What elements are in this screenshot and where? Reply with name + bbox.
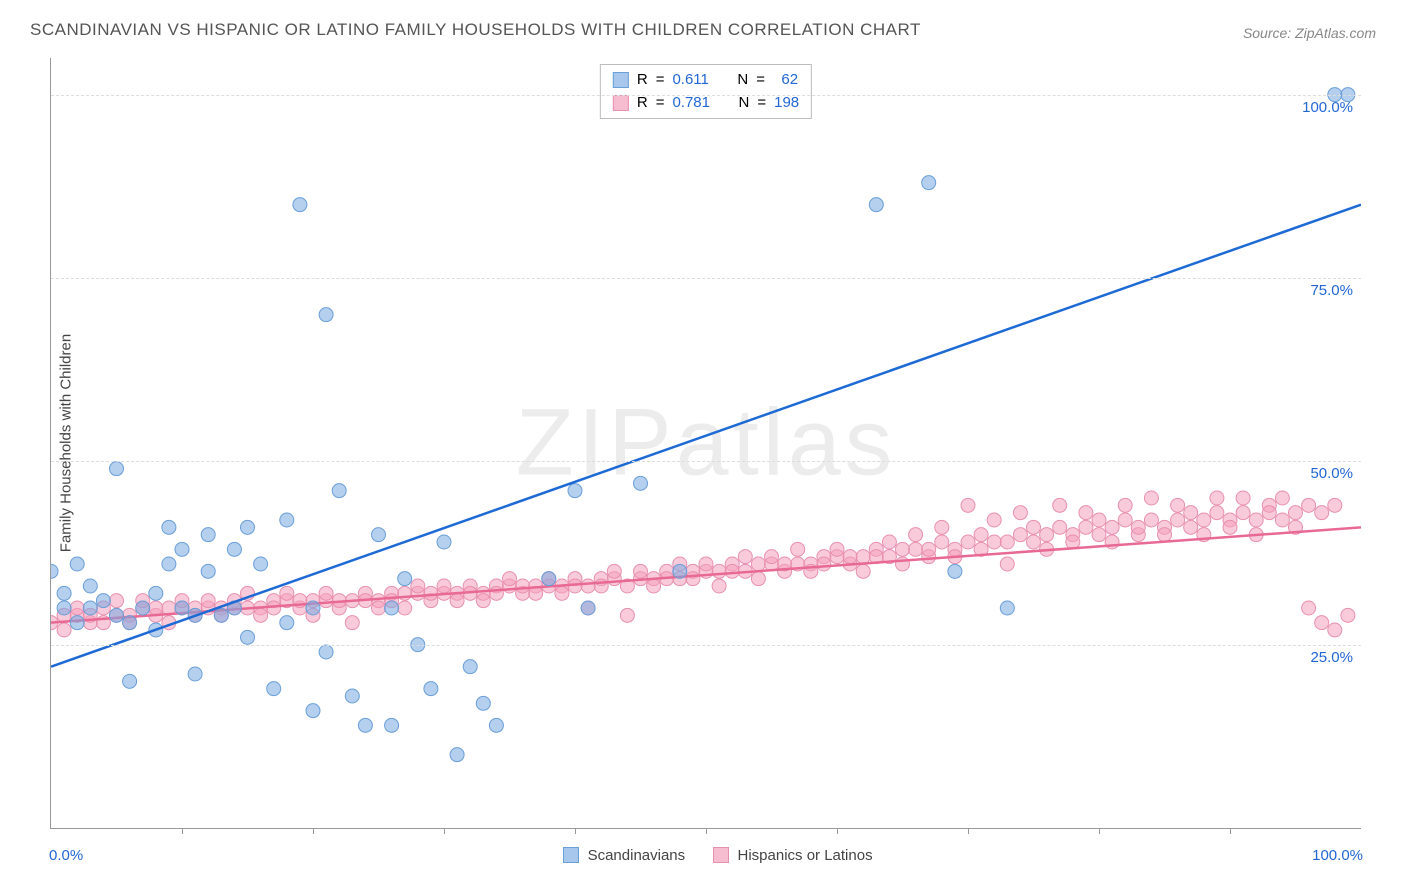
swatch-hispanics [613,95,629,111]
gridline-h [51,645,1361,646]
x-tick [182,828,183,834]
x-tick [706,828,707,834]
legend-swatch-scand [563,847,579,863]
stats-legend-box: R = 0.611 N = 62 R = 0.781 N = 198 [600,64,812,119]
r-value-scand: 0.611 [672,69,708,92]
x-tick [444,828,445,834]
equals: = [656,69,665,92]
n-value-scand: 62 [773,69,798,92]
equals: = [756,69,765,92]
gridline-h [51,95,1361,96]
legend-swatch-hisp [713,847,729,863]
stats-row-scand: R = 0.611 N = 62 [613,69,799,92]
n-label: N [737,69,748,92]
x-tick [1099,828,1100,834]
legend-bottom: Scandinavians Hispanics or Latinos [51,847,1361,864]
source-label: Source: ZipAtlas.com [1243,25,1376,41]
gridline-h [51,278,1361,279]
x-tick [313,828,314,834]
y-tick-label: 25.0% [1310,649,1353,666]
gridline-h [51,461,1361,462]
x-scale-left: 0.0% [49,847,83,864]
legend-label-hisp: Hispanics or Latinos [738,847,873,864]
x-tick [575,828,576,834]
y-tick-label: 50.0% [1310,465,1353,482]
x-scale-right: 100.0% [1312,847,1363,864]
y-tick-label: 100.0% [1302,99,1353,116]
scatter-canvas [51,58,1361,828]
x-tick [837,828,838,834]
chart-title: SCANDINAVIAN VS HISPANIC OR LATINO FAMIL… [30,20,921,40]
r-label: R [637,69,648,92]
x-tick [1230,828,1231,834]
plot-area: Family Households with Children ZIPatlas… [50,58,1361,829]
swatch-scandinavians [613,72,629,88]
y-tick-label: 75.0% [1310,282,1353,299]
legend-label-scand: Scandinavians [588,847,686,864]
x-tick [968,828,969,834]
